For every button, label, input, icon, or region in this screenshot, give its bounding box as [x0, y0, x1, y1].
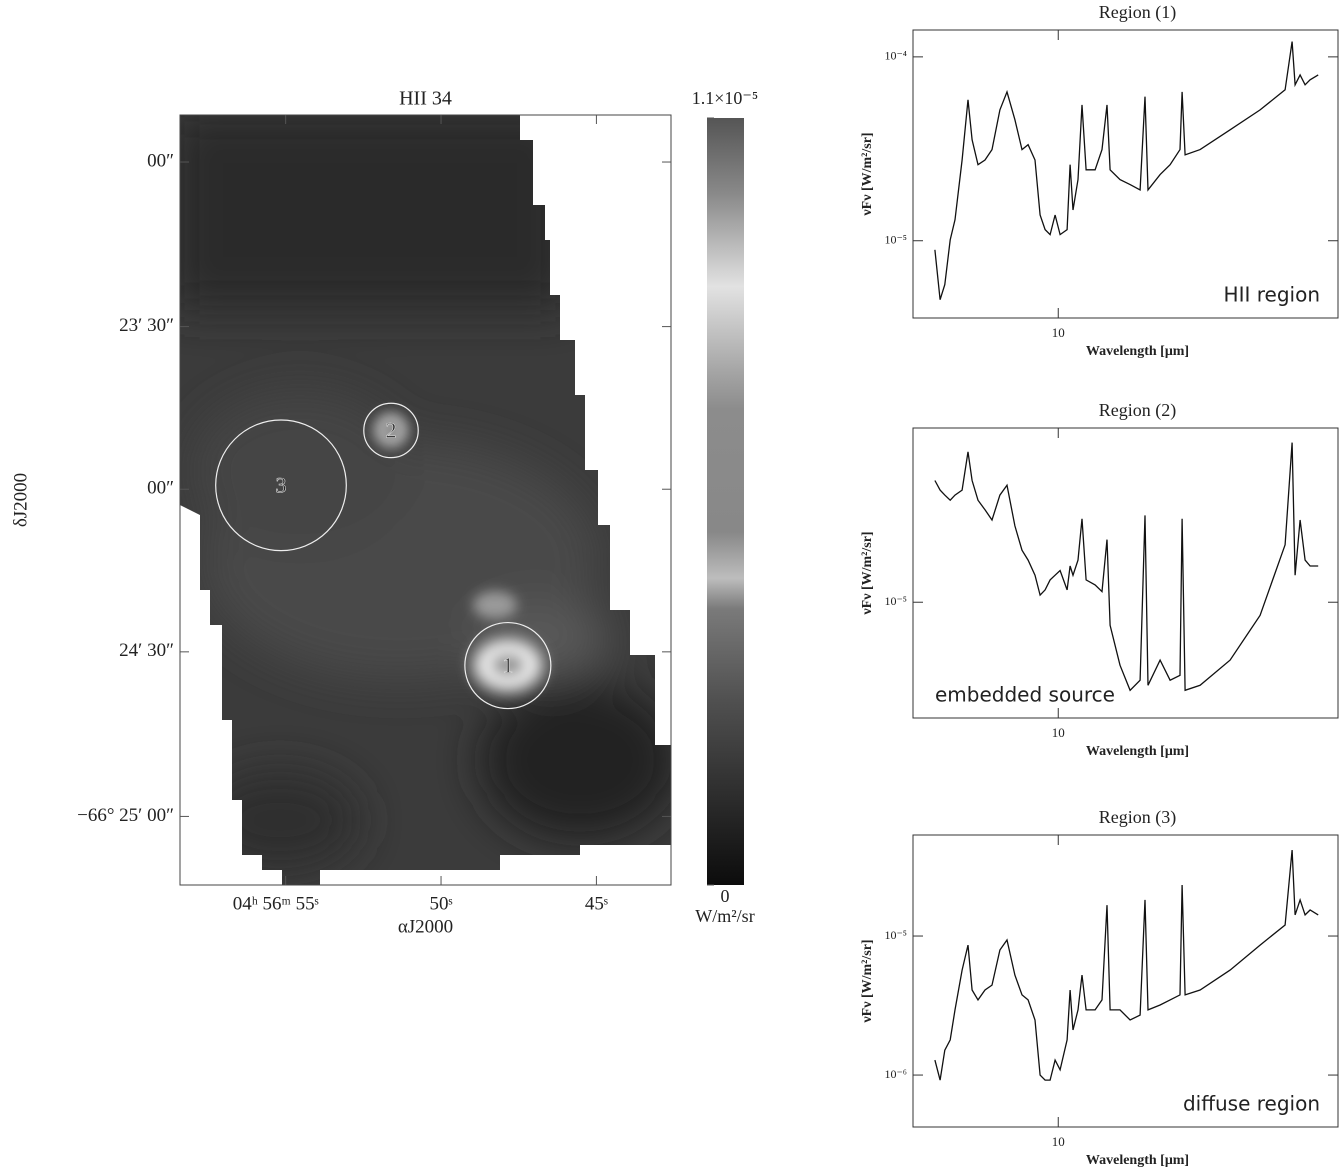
region-label: 3	[275, 472, 286, 497]
y-tick-label: 10⁻⁴	[884, 49, 907, 63]
y-axis-label: νFν [W/m²/sr]	[860, 531, 875, 615]
annotation: embedded source	[935, 683, 1115, 707]
y-tick-label: 24′ 30″	[119, 640, 174, 661]
spectrum-line	[934, 442, 1319, 692]
spectrum-line	[934, 41, 1319, 300]
x-tick-label: 10	[1052, 325, 1065, 340]
region-circle	[215, 419, 347, 552]
annotation: diffuse region	[1183, 1092, 1320, 1116]
y-axis-label: νFν [W/m²/sr]	[860, 132, 875, 216]
y-tick-label: 10⁻⁶	[884, 1067, 907, 1081]
y-tick-label: 10⁻⁵	[884, 928, 907, 942]
panel-title: Region (2)	[1099, 400, 1176, 421]
y-tick-label: 23′ 30″	[119, 315, 174, 336]
y-axis-label: νFν [W/m²/sr]	[860, 939, 875, 1023]
plot-frame	[912, 834, 1339, 1128]
y-tick-label: 00″	[147, 150, 174, 171]
map-frame	[179, 114, 672, 886]
x-axis-label: αJ2000	[398, 916, 453, 937]
map-image	[180, 115, 671, 885]
region-circle	[363, 402, 419, 459]
x-axis-label: Wavelength [μm]	[1086, 344, 1189, 359]
colorbar	[707, 118, 744, 885]
region-circle	[464, 621, 552, 710]
y-tick-label: 10⁻⁵	[884, 594, 907, 608]
x-tick-label: 45ˢ	[585, 893, 608, 914]
x-tick-label: 04ʰ 56ᵐ 55ˢ	[233, 893, 319, 914]
x-tick-label: 10	[1052, 1134, 1065, 1149]
y-tick-label: −66° 25′ 00″	[77, 805, 174, 826]
annotation: HII region	[1224, 283, 1320, 307]
colorbar-label: W/m²/sr	[695, 906, 754, 926]
map-title: HII 34	[399, 88, 452, 110]
x-tick-label: 10	[1052, 725, 1065, 740]
x-axis-label: Wavelength [μm]	[1086, 1153, 1189, 1168]
y-tick-label: 00″	[147, 478, 174, 499]
region-label: 2	[386, 417, 397, 442]
y-axis-label: δJ2000	[10, 473, 31, 527]
region-label: 1	[502, 653, 513, 678]
plot-frame	[912, 29, 1339, 319]
spectrum-line	[934, 849, 1319, 1081]
colorbar-tick-label: 1.1×10⁻⁵	[692, 88, 758, 108]
y-tick-label: 10⁻⁵	[884, 232, 907, 246]
panel-title: Region (3)	[1099, 807, 1176, 828]
colorbar-tick-label: 0	[721, 886, 730, 906]
plot-frame	[912, 427, 1339, 719]
x-tick-label: 50ˢ	[430, 893, 453, 914]
x-axis-label: Wavelength [μm]	[1086, 744, 1189, 759]
panel-title: Region (1)	[1099, 2, 1176, 23]
